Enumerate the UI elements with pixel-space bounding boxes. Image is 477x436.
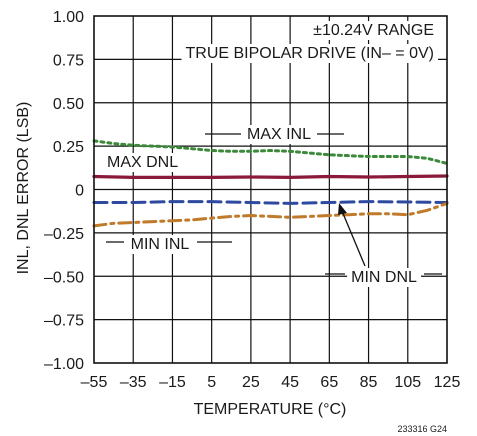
min-inl-label: MIN INL <box>131 236 190 253</box>
x-tick-label: 45 <box>281 374 299 391</box>
series-line-max-dnl <box>92 174 449 179</box>
grid <box>94 16 447 363</box>
series-line-min-inl <box>92 201 449 228</box>
y-tick-label: –0.75 <box>44 313 84 330</box>
x-tick-label: 65 <box>320 374 338 391</box>
x-tick-label: 5 <box>207 374 216 391</box>
annotation-background <box>347 268 421 287</box>
series-group <box>92 139 449 228</box>
max-dnl-label: MAX DNL <box>107 154 178 171</box>
y-tick-label: –1.00 <box>44 356 84 373</box>
x-tick-label: –55 <box>81 374 108 391</box>
y-tick-label: –0.50 <box>44 269 84 286</box>
x-tick-label: –15 <box>159 374 186 391</box>
x-tick-label: 105 <box>394 374 421 391</box>
tick-labels: –55 –35 –15 5 25 45 65 85 105 125 1.00 0.75 0.50 0.25… <box>44 9 460 391</box>
y-tick-label: 0 <box>75 183 84 200</box>
annotation-background <box>309 21 438 40</box>
y-tick-label: 0.50 <box>53 96 84 113</box>
annotation-background <box>181 44 438 63</box>
series-line-min-dnl <box>92 200 449 205</box>
annotation-background <box>126 235 194 254</box>
y-tick-label: 0.75 <box>53 52 84 69</box>
x-tick-label: 85 <box>360 374 378 391</box>
y-tick-label: –0.25 <box>44 226 84 243</box>
y-axis-title: INL, DNL ERROR (LSB) <box>15 102 32 275</box>
x-tick-label: 25 <box>242 374 260 391</box>
min-dnl-arrow-line <box>341 210 366 267</box>
max-inl-label: MAX INL <box>247 126 311 143</box>
min-dnl-label: MIN DNL <box>351 269 417 286</box>
y-tick-label: 0.25 <box>53 139 84 156</box>
range-annotation: ±10.24V RANGE <box>313 22 434 39</box>
x-tick-label: –35 <box>120 374 147 391</box>
figure-id: 233316 G24 <box>397 424 447 434</box>
plot-frame <box>93 15 448 364</box>
min-dnl-arrow-head <box>338 203 347 215</box>
drive-annotation: TRUE BIPOLAR DRIVE (IN– = 0V) <box>185 45 434 62</box>
x-axis-title: TEMPERATURE (°C) <box>194 401 347 418</box>
x-tick-label: 125 <box>434 374 461 391</box>
y-tick-label: 1.00 <box>53 9 84 26</box>
annotation-background <box>103 153 183 172</box>
annotation-background <box>242 125 316 144</box>
series-line-max-inl <box>92 139 449 165</box>
